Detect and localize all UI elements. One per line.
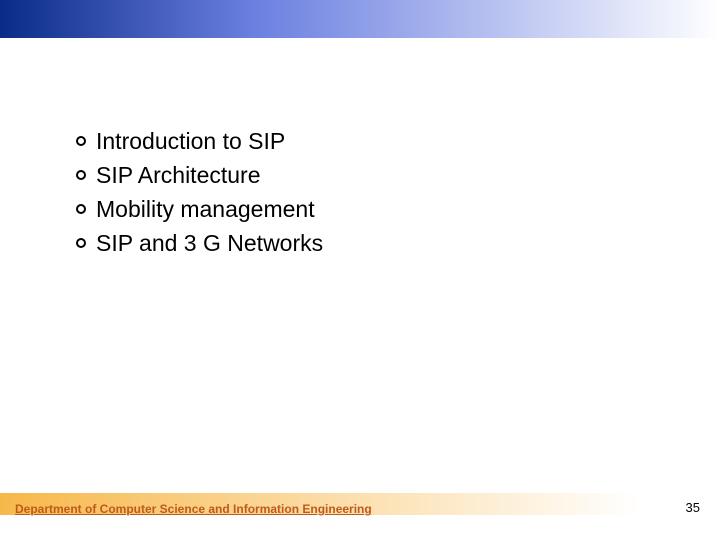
bullet-icon (76, 204, 86, 214)
list-item: Mobility management (76, 192, 323, 226)
list-item: SIP and 3 G Networks (76, 226, 323, 260)
bullet-icon (76, 170, 86, 180)
bullet-label: Introduction to SIP (96, 128, 285, 155)
bullet-icon (76, 238, 86, 248)
bullet-icon (76, 136, 86, 146)
bullet-list: Introduction to SIP SIP Architecture Mob… (76, 124, 323, 260)
bullet-label: SIP Architecture (96, 162, 261, 189)
bullet-label: Mobility management (96, 196, 315, 223)
top-bar (0, 0, 720, 38)
bullet-label: SIP and 3 G Networks (96, 230, 323, 257)
footer-department: Department of Computer Science and Infor… (15, 502, 395, 517)
list-item: SIP Architecture (76, 158, 323, 192)
list-item: Introduction to SIP (76, 124, 323, 158)
slide: Introduction to SIP SIP Architecture Mob… (0, 0, 720, 540)
page-number: 35 (686, 500, 700, 515)
